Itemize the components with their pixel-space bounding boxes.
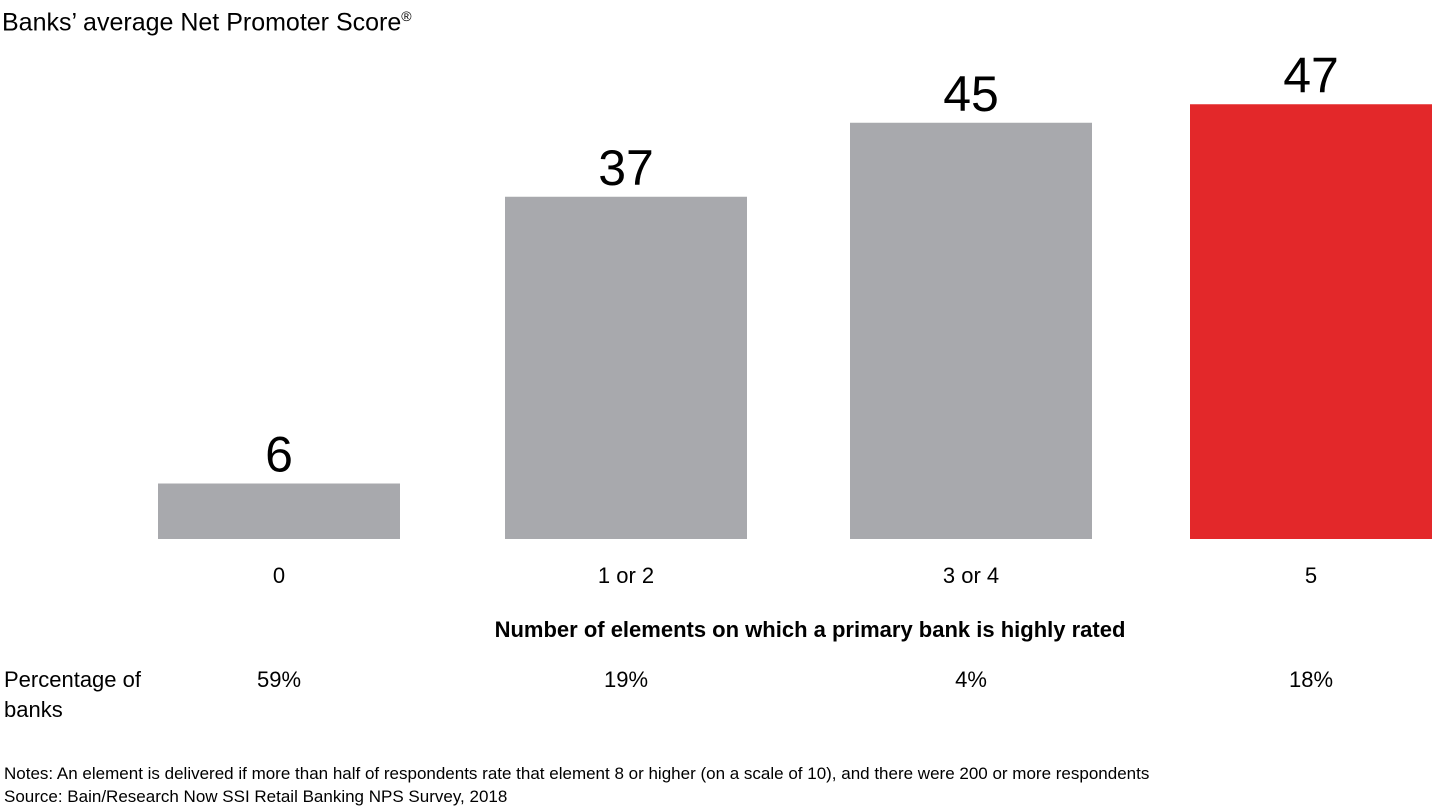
bar-chart: 6 0 37 1 or 2 45 3 or 4 47 5 bbox=[158, 47, 1432, 588]
chart-title: Banks’ average Net Promoter Score® bbox=[2, 8, 412, 37]
x-tick-label: 5 bbox=[1305, 563, 1317, 588]
bar-value-label: 45 bbox=[943, 66, 999, 122]
percentage-value: 4% bbox=[955, 667, 987, 692]
bar bbox=[1190, 104, 1432, 539]
x-tick-label: 3 or 4 bbox=[943, 563, 999, 588]
x-tick-label: 0 bbox=[273, 563, 285, 588]
percentage-value: 59% bbox=[256, 667, 302, 692]
x-tick-label: 1 or 2 bbox=[598, 563, 654, 588]
footnotes: Notes: An element is delivered if more t… bbox=[4, 762, 1149, 808]
bar bbox=[505, 196, 747, 539]
bar bbox=[158, 483, 400, 539]
chart-title-text: Banks’ average Net Promoter Score bbox=[2, 8, 402, 37]
bar-value-label: 37 bbox=[598, 140, 654, 196]
percentage-value: 19% bbox=[603, 667, 649, 692]
x-axis-title: Number of elements on which a primary ba… bbox=[494, 617, 1126, 642]
notes-text: Notes: An element is delivered if more t… bbox=[4, 764, 1150, 783]
percentage-value: 18% bbox=[1288, 667, 1334, 692]
bar-value-label: 6 bbox=[265, 427, 293, 483]
bar bbox=[850, 122, 1092, 539]
percentage-row-label: Percentage of banks bbox=[4, 667, 141, 722]
source-text: Source: Bain/Research Now SSI Retail Ban… bbox=[4, 787, 508, 806]
registered-mark: ® bbox=[401, 8, 412, 24]
bar-value-label: 47 bbox=[1283, 47, 1339, 103]
